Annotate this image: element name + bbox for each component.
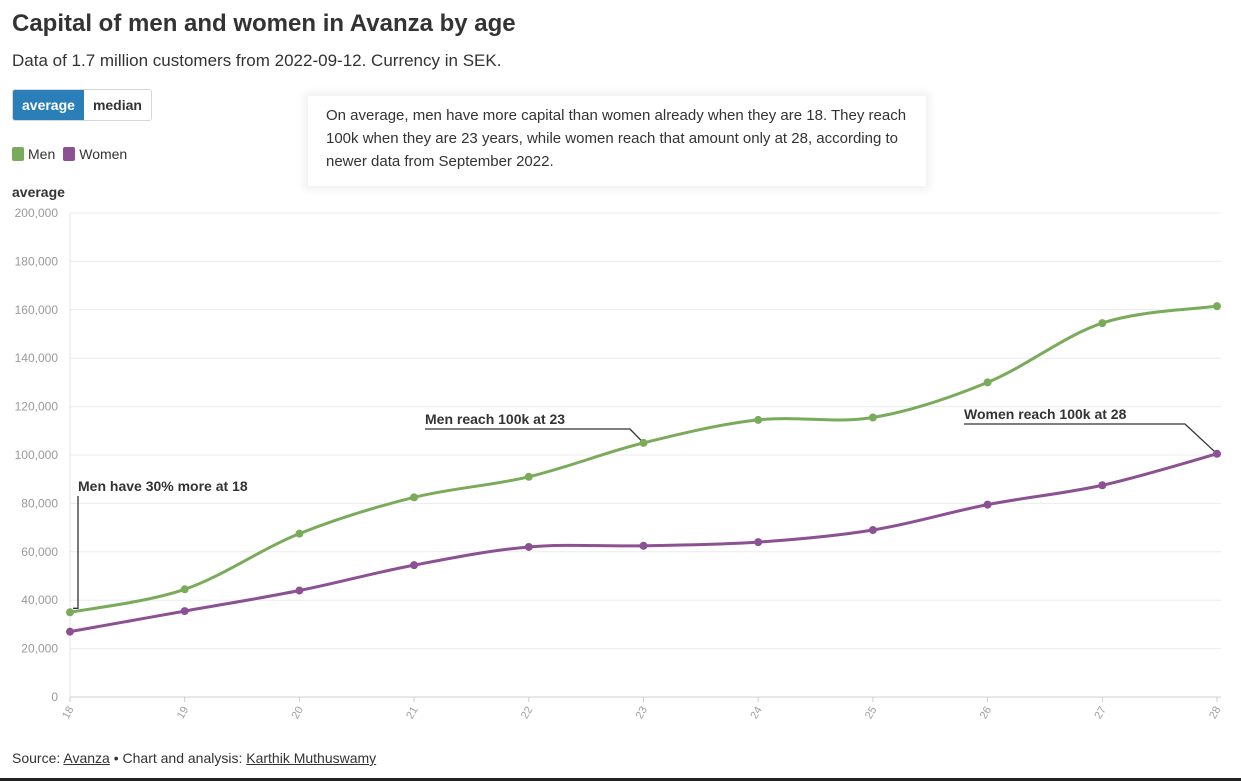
data-point-women <box>1098 481 1107 490</box>
data-point-men <box>524 472 533 481</box>
source-prefix: Source: <box>12 750 61 766</box>
x-tick-labels: 18 19 20 21 22 23 24 25 26 27 28 <box>60 705 1224 722</box>
data-point-men <box>66 608 74 617</box>
annotation-connector <box>964 423 1218 455</box>
data-point-men <box>410 493 419 502</box>
data-point-men <box>1213 302 1221 311</box>
x-tick-label: 20 <box>289 705 306 722</box>
x-tick-label: 27 <box>1092 705 1109 722</box>
legend-item-women[interactable]: Women <box>63 146 127 162</box>
x-tick-label: 22 <box>519 705 536 722</box>
data-point-women <box>524 542 533 551</box>
grid-lines <box>69 212 1221 702</box>
footer-separator: • <box>113 750 119 766</box>
x-tick-label: 23 <box>634 705 651 722</box>
data-point-women <box>295 586 304 595</box>
x-tick-label: 26 <box>978 705 995 722</box>
data-point-women <box>410 561 419 570</box>
toggle-median-button[interactable]: median <box>83 90 151 120</box>
legend-label-women: Women <box>79 146 128 162</box>
legend-swatch-women <box>63 147 76 161</box>
x-tick-label: 18 <box>60 705 77 722</box>
x-tick-label: 21 <box>404 705 421 722</box>
data-point-women <box>983 500 992 509</box>
y-tick-label: 20,000 <box>21 642 58 656</box>
source-link[interactable]: Avanza <box>63 750 110 766</box>
data-point-men <box>868 413 877 422</box>
legend-item-men[interactable]: Men <box>12 146 55 162</box>
author-link[interactable]: Karthik Muthuswamy <box>246 750 377 766</box>
y-tick-labels: 0 20,000 40,000 60,000 80,000 100,000 120,000 1… <box>15 206 59 704</box>
legend: Men Women <box>12 146 135 162</box>
legend-swatch-men <box>12 147 24 161</box>
toggle-average-button[interactable]: average <box>13 90 84 120</box>
y-tick-label: 80,000 <box>21 496 58 510</box>
series-lines <box>68 304 1219 634</box>
y-tick-label: 120,000 <box>15 400 59 414</box>
chart-subtitle: Data of 1.7 million customers from 2022-… <box>12 51 502 70</box>
y-tick-label: 100,000 <box>15 448 59 462</box>
annotations: Men have 30% more at 18 Men reach 100k at… <box>73 406 1218 609</box>
data-point-women <box>754 538 763 547</box>
data-point-women <box>639 541 648 550</box>
y-tick-label: 60,000 <box>21 545 58 559</box>
y-tick-label: 180,000 <box>15 254 59 268</box>
footer: Source: Avanza • Chart and analysis: Kar… <box>12 750 376 766</box>
annotation-connector <box>425 428 644 444</box>
analysis-prefix: Chart and analysis: <box>122 750 243 766</box>
annotation-note: On average, men have more capital than w… <box>308 96 926 186</box>
annotation-label: Men reach 100k at 23 <box>425 411 565 427</box>
data-point-men <box>1098 319 1107 328</box>
y-tick-label: 0 <box>51 690 58 704</box>
y-tick-label: 40,000 <box>21 593 58 607</box>
data-point-women <box>1213 449 1221 458</box>
data-point-women <box>180 607 189 616</box>
series-line-men <box>68 304 1219 614</box>
annotation-label: Women reach 100k at 28 <box>964 406 1127 422</box>
annotation-connector <box>73 496 79 609</box>
data-point-men <box>983 378 992 387</box>
data-point-women <box>66 627 74 636</box>
data-point-women <box>868 526 877 535</box>
chart-title: Capital of men and women in Avanza by ag… <box>12 10 516 37</box>
bottom-rule <box>0 778 1241 781</box>
y-tick-label: 160,000 <box>15 303 59 317</box>
x-tick-label: 24 <box>748 705 765 722</box>
x-tick-label: 25 <box>863 705 880 722</box>
annotation-label: Men have 30% more at 18 <box>78 478 248 494</box>
y-tick-label: 140,000 <box>15 351 59 365</box>
data-point-men <box>295 529 304 538</box>
x-tick-label: 28 <box>1207 705 1224 722</box>
data-point-men <box>180 585 189 594</box>
legend-label-men: Men <box>28 146 56 162</box>
x-tick-label: 19 <box>175 705 192 722</box>
y-axis-label: average <box>12 184 65 200</box>
y-tick-label: 200,000 <box>15 206 59 220</box>
series-points <box>66 302 1221 636</box>
data-point-men <box>639 438 648 447</box>
metric-toggle: average median <box>12 89 152 121</box>
data-point-men <box>754 415 763 424</box>
